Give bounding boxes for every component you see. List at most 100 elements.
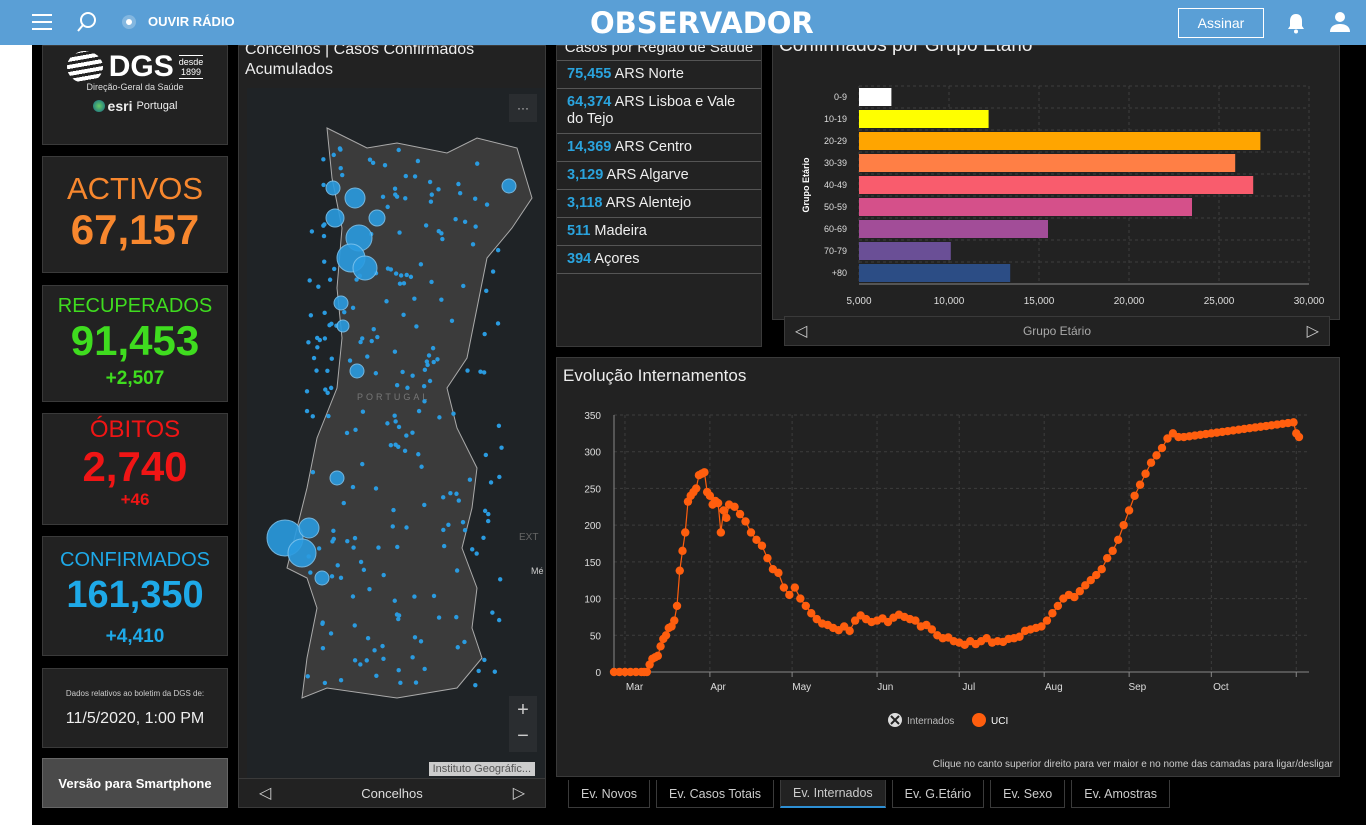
tab-ev-amostras[interactable]: Ev. Amostras [1071,780,1170,808]
uci-point[interactable] [796,594,805,603]
region-item[interactable]: 3,129 ARS Algarve [557,162,761,190]
uci-point[interactable] [741,517,750,526]
map-next-arrow-icon[interactable]: ▷ [512,785,525,802]
uci-point[interactable] [1163,434,1172,443]
uci-point[interactable] [1124,506,1134,515]
uci-point[interactable] [1037,622,1046,631]
uci-point[interactable] [763,553,772,563]
uci-point[interactable] [752,535,761,545]
uci-point[interactable] [678,546,687,556]
uci-point[interactable] [1103,553,1112,563]
age-bar-50-59[interactable] [859,198,1192,216]
zoom-out-button[interactable]: − [517,725,529,747]
legend-internados-label[interactable]: Internados [907,716,954,727]
age-bar-10-19[interactable] [859,110,989,128]
uci-point[interactable] [1113,535,1123,545]
uci-point[interactable] [850,616,860,625]
uci-point[interactable] [1081,581,1090,590]
uci-point[interactable] [735,509,745,519]
region-item[interactable]: 3,118 ARS Alentejo [557,190,761,218]
uci-point[interactable] [801,601,810,611]
uci-point[interactable] [746,528,756,537]
age-bar-20-29[interactable] [859,132,1261,150]
uci-point[interactable] [1075,587,1084,596]
map-more-button[interactable]: ··· [509,94,537,122]
subscribe-button[interactable]: Assinar [1178,8,1264,38]
uci-point[interactable] [675,566,684,575]
uci-point[interactable] [661,631,671,640]
search-icon[interactable] [76,11,98,33]
uci-point[interactable] [1294,432,1304,442]
bell-icon[interactable] [1286,12,1306,34]
age-bar-70-79[interactable] [859,242,951,260]
region-item[interactable]: 14,369 ARS Centro [557,134,761,162]
uci-point[interactable] [716,528,726,537]
region-item[interactable]: 75,455 ARS Norte [557,60,761,89]
uci-point[interactable] [1146,458,1156,467]
tab-ev-internados[interactable]: Ev. Internados [779,780,886,808]
age-prev-arrow-icon[interactable]: ◁ [795,323,808,340]
region-item[interactable]: 511 Madeira [557,218,761,246]
uci-point[interactable] [1130,491,1139,500]
legend-uci-label[interactable]: UCI [991,716,1008,727]
uci-point[interactable] [1097,565,1106,574]
tab-ev-novos[interactable]: Ev. Novos [568,780,651,808]
uci-point[interactable] [1048,609,1057,618]
age-bar-40-49[interactable] [859,176,1254,194]
uci-point[interactable] [642,667,652,677]
legend-uci-icon[interactable] [972,713,986,727]
uci-point[interactable] [1108,546,1117,556]
uci-point[interactable] [653,651,663,661]
uci-point[interactable] [927,625,937,634]
uci-point[interactable] [911,616,920,625]
uci-point[interactable] [1053,601,1063,611]
uci-point[interactable] [1015,632,1024,641]
uci-point[interactable] [1135,480,1145,489]
uci-point[interactable] [785,590,794,600]
uci-point[interactable] [692,484,701,493]
age-next-arrow-icon[interactable]: ▷ [1306,323,1319,340]
listen-radio-button[interactable]: OUVIR RÁDIO [122,14,235,29]
smartphone-version-button[interactable]: Versão para Smartphone [42,758,228,808]
user-icon[interactable] [1329,11,1351,33]
uci-point[interactable] [774,568,783,578]
age-bar-0-9[interactable] [859,88,892,106]
uci-point[interactable] [1289,418,1298,427]
uci-point[interactable] [722,513,731,522]
uci-point[interactable] [790,583,800,592]
map-view[interactable]: PORTUGAL EXT Mé ··· + − Instituto Geográ… [247,88,545,778]
map-prev-arrow-icon[interactable]: ◁ [259,785,272,802]
uci-point[interactable] [681,528,690,537]
uci-point[interactable] [1141,469,1150,478]
zoom-in-button[interactable]: + [517,699,529,721]
region-item[interactable]: 394 Açores [557,246,761,274]
uci-point[interactable] [1157,443,1167,453]
uci-point[interactable] [670,616,679,625]
uci-point[interactable] [719,506,728,515]
uci-point[interactable] [1092,570,1101,580]
uci-point[interactable] [1086,576,1095,585]
uci-point[interactable] [1152,451,1161,460]
region-item[interactable]: 64,374 ARS Lisboa e Vale do Tejo [557,89,761,134]
uci-point[interactable] [1119,520,1128,530]
uci-point[interactable] [845,626,854,636]
uci-point[interactable] [672,601,682,611]
uci-point[interactable] [1070,592,1079,602]
observador-logo[interactable]: OBSERVADOR [590,6,814,40]
map-canvas[interactable]: PORTUGAL EXT Mé [247,88,545,778]
uci-point[interactable] [700,468,709,477]
menu-icon[interactable] [32,14,52,30]
tab-ev-g-et-rio[interactable]: Ev. G.Etário [891,780,985,808]
uci-point[interactable] [779,583,789,592]
age-bar-+80[interactable] [859,264,1011,282]
uci-point[interactable] [656,642,665,651]
uci-point[interactable] [713,498,723,508]
uci-point[interactable] [757,541,767,550]
uci-point[interactable] [705,491,715,500]
age-bar-30-39[interactable] [859,154,1236,172]
age-bar-60-69[interactable] [859,220,1048,238]
tab-ev-casos-totais[interactable]: Ev. Casos Totais [656,780,774,808]
tab-ev-sexo[interactable]: Ev. Sexo [990,780,1066,808]
map-attribution[interactable]: Instituto Geográfic... [428,762,535,776]
uci-point[interactable] [730,502,739,511]
